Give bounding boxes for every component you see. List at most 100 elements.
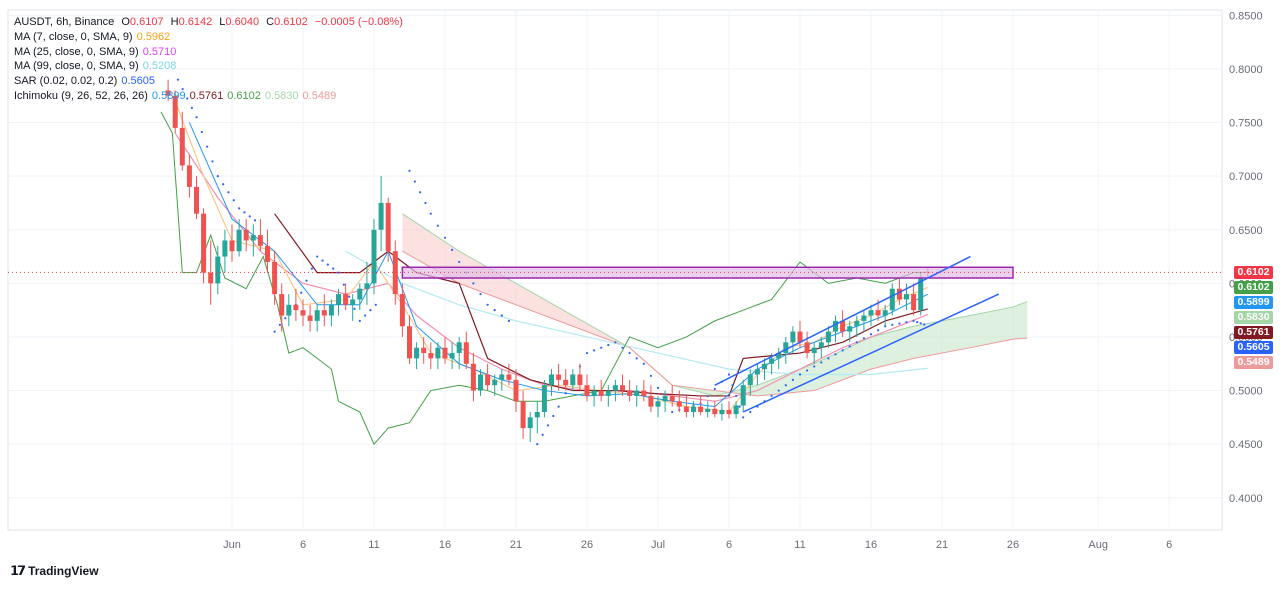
candle[interactable] [825, 326, 831, 348]
candle[interactable] [747, 369, 753, 396]
candle[interactable] [556, 363, 562, 391]
candle[interactable] [215, 245, 221, 295]
candle[interactable] [343, 283, 349, 311]
candle[interactable] [414, 342, 420, 370]
candle[interactable] [840, 310, 846, 337]
channel-lower-line[interactable] [742, 293, 1000, 413]
candle[interactable] [307, 304, 313, 332]
candle[interactable] [435, 342, 441, 370]
candle[interactable] [705, 401, 711, 418]
candle[interactable] [286, 294, 292, 327]
candle[interactable] [314, 304, 320, 332]
candle[interactable] [357, 283, 363, 311]
candle[interactable] [520, 390, 526, 439]
indicator-row[interactable]: MA (99, close, 0, SMA, 9) 0.5208 [14, 59, 407, 74]
candle[interactable] [783, 336, 789, 364]
candle[interactable] [641, 379, 647, 402]
candle[interactable] [321, 294, 327, 327]
candle[interactable] [904, 283, 909, 311]
candle[interactable] [698, 395, 704, 416]
candle[interactable] [541, 379, 547, 418]
candle[interactable] [300, 299, 306, 327]
candle[interactable] [442, 336, 448, 364]
candle[interactable] [293, 288, 299, 321]
candle[interactable] [513, 369, 519, 412]
indicator-row[interactable]: MA (7, close, 0, SMA, 9) 0.5962 [14, 30, 407, 45]
candle[interactable] [598, 379, 604, 402]
symbol-label[interactable]: AUSDT, 6h, Binance [14, 16, 115, 28]
candle[interactable] [577, 363, 583, 391]
candle[interactable] [165, 79, 171, 102]
candle[interactable] [811, 342, 817, 364]
candle[interactable] [470, 353, 476, 402]
candle[interactable] [648, 385, 654, 412]
candle[interactable] [272, 251, 278, 305]
candle[interactable] [740, 379, 746, 412]
candle[interactable] [194, 176, 199, 220]
candle[interactable] [762, 358, 767, 380]
candle[interactable] [570, 369, 576, 391]
candle[interactable] [683, 395, 689, 418]
symbol-row[interactable]: AUSDT, 6h, Binance O0.6107 H0.6142 L0.60… [14, 15, 407, 30]
candle[interactable] [868, 304, 874, 327]
candle[interactable] [854, 315, 860, 337]
candle[interactable] [719, 403, 725, 421]
candle[interactable] [882, 304, 888, 327]
candle[interactable] [201, 208, 207, 284]
candle[interactable] [208, 240, 214, 305]
candle[interactable] [499, 369, 505, 391]
candle[interactable] [279, 283, 285, 332]
resistance-box[interactable] [401, 266, 1014, 279]
candle[interactable] [534, 401, 540, 434]
candle[interactable] [861, 310, 867, 332]
candle[interactable] [797, 320, 803, 348]
candle[interactable] [179, 111, 185, 171]
channel-upper-line[interactable] [714, 255, 971, 386]
candle[interactable] [449, 342, 455, 370]
candle[interactable] [563, 369, 569, 391]
candle[interactable] [549, 369, 554, 396]
candle[interactable] [485, 363, 491, 391]
candle[interactable] [584, 374, 590, 402]
candle[interactable] [605, 385, 611, 407]
candle[interactable] [265, 229, 270, 273]
candle[interactable] [818, 336, 824, 359]
candle[interactable] [506, 363, 512, 386]
candle[interactable] [911, 283, 917, 316]
candle[interactable] [392, 240, 398, 305]
candle[interactable] [243, 219, 249, 252]
candle[interactable] [726, 401, 732, 419]
candle[interactable] [172, 90, 178, 134]
candle[interactable] [527, 412, 533, 443]
candle[interactable] [229, 224, 235, 262]
candle[interactable] [620, 374, 625, 396]
indicator-row[interactable]: Ichimoku (9, 26, 52, 26, 26) 0.5899 0.5761… [14, 89, 407, 104]
candle[interactable] [463, 331, 469, 370]
candle[interactable] [918, 272, 924, 316]
candle[interactable] [691, 401, 696, 418]
candle[interactable] [627, 379, 633, 402]
candle[interactable] [364, 261, 370, 305]
candle[interactable] [371, 219, 377, 295]
candle[interactable] [456, 336, 462, 370]
candle[interactable] [889, 283, 895, 316]
candle[interactable] [478, 369, 483, 396]
indicator-row[interactable]: MA (25, close, 0, SMA, 9) 0.5710 [14, 45, 407, 60]
candle[interactable] [250, 224, 256, 257]
indicator-row[interactable]: SAR (0.02, 0.02, 0.2) 0.5605 [14, 74, 407, 89]
candle[interactable] [407, 315, 412, 364]
candle[interactable] [385, 197, 391, 262]
candle[interactable] [492, 374, 498, 396]
candle[interactable] [378, 176, 384, 252]
candle[interactable] [676, 390, 682, 412]
candle[interactable] [655, 395, 661, 418]
candle[interactable] [790, 326, 796, 354]
candle[interactable] [634, 385, 640, 407]
tradingview-logo[interactable]: 𝟭𝟳 TradingView [10, 563, 99, 579]
candle[interactable] [712, 401, 718, 418]
candle[interactable] [236, 219, 242, 257]
candle[interactable] [257, 219, 263, 252]
candle[interactable] [328, 299, 334, 327]
